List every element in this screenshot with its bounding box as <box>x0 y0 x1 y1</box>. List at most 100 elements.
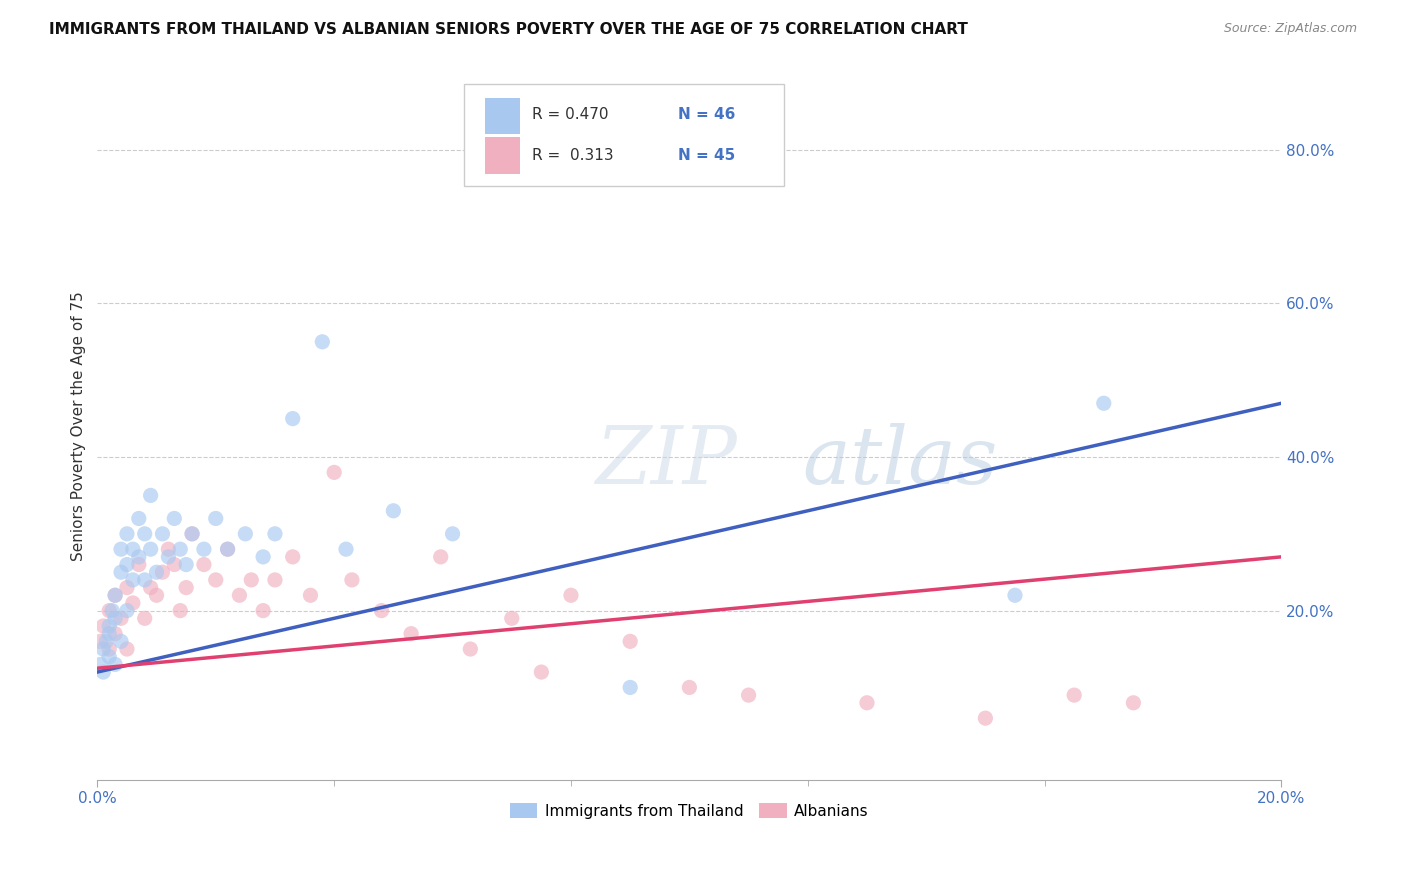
Point <box>104 611 127 625</box>
Point <box>115 526 138 541</box>
Text: ZIP: ZIP <box>595 423 737 500</box>
Point <box>115 558 138 572</box>
Point <box>335 542 357 557</box>
Point <box>252 604 274 618</box>
Text: N = 45: N = 45 <box>678 148 735 163</box>
Point <box>311 334 333 349</box>
Point <box>139 488 162 502</box>
Point <box>399 626 422 640</box>
Point <box>89 657 111 672</box>
Point <box>174 581 197 595</box>
FancyBboxPatch shape <box>485 137 520 174</box>
Point <box>104 588 127 602</box>
Point <box>163 511 186 525</box>
Point <box>240 573 263 587</box>
Point <box>370 604 392 618</box>
Point <box>115 604 138 618</box>
Point <box>104 588 127 602</box>
Point <box>98 604 121 618</box>
Point <box>217 542 239 557</box>
Point <box>501 611 523 625</box>
Point <box>460 642 482 657</box>
Point <box>139 542 162 557</box>
Point <box>560 588 582 602</box>
Point <box>91 642 114 657</box>
Point <box>856 696 879 710</box>
FancyBboxPatch shape <box>485 98 520 135</box>
Point <box>128 511 150 525</box>
Point <box>204 573 226 587</box>
Point <box>98 649 121 664</box>
Point <box>974 711 997 725</box>
Point <box>1004 588 1026 602</box>
Point <box>323 466 346 480</box>
Point <box>96 634 118 648</box>
Point <box>98 626 121 640</box>
Point <box>678 681 700 695</box>
Point <box>104 626 127 640</box>
Point <box>174 558 197 572</box>
Point <box>1122 696 1144 710</box>
Legend: Immigrants from Thailand, Albanians: Immigrants from Thailand, Albanians <box>503 797 875 825</box>
Point <box>145 588 167 602</box>
Point <box>228 588 250 602</box>
Point <box>264 526 287 541</box>
Point <box>157 542 180 557</box>
Point <box>163 558 186 572</box>
Point <box>91 665 114 679</box>
Point <box>128 549 150 564</box>
Point <box>429 549 451 564</box>
Point <box>145 566 167 580</box>
Text: N = 46: N = 46 <box>678 107 735 122</box>
Point <box>134 526 156 541</box>
Point <box>441 526 464 541</box>
Text: atlas: atlas <box>801 423 997 500</box>
Point <box>235 526 257 541</box>
Point <box>181 526 204 541</box>
Point <box>110 611 132 625</box>
Point <box>157 549 180 564</box>
Point <box>299 588 322 602</box>
Point <box>128 558 150 572</box>
Point <box>1092 396 1115 410</box>
Point <box>134 611 156 625</box>
Point <box>281 549 304 564</box>
Text: IMMIGRANTS FROM THAILAND VS ALBANIAN SENIORS POVERTY OVER THE AGE OF 75 CORRELAT: IMMIGRANTS FROM THAILAND VS ALBANIAN SEN… <box>49 22 969 37</box>
Point <box>110 634 132 648</box>
Y-axis label: Seniors Poverty Over the Age of 75: Seniors Poverty Over the Age of 75 <box>72 292 86 561</box>
Text: Source: ZipAtlas.com: Source: ZipAtlas.com <box>1223 22 1357 36</box>
Point <box>122 542 145 557</box>
Point <box>619 681 641 695</box>
Point <box>115 581 138 595</box>
Point <box>91 619 114 633</box>
Point <box>122 596 145 610</box>
Point <box>737 688 759 702</box>
Text: R =  0.313: R = 0.313 <box>531 148 613 163</box>
Point <box>152 566 174 580</box>
Point <box>193 558 215 572</box>
Point <box>110 566 132 580</box>
Point <box>204 511 226 525</box>
Point <box>98 619 121 633</box>
Point <box>340 573 363 587</box>
Point <box>152 526 174 541</box>
Point <box>104 657 127 672</box>
Point <box>193 542 215 557</box>
Point <box>1063 688 1085 702</box>
Point <box>98 642 121 657</box>
Point <box>264 573 287 587</box>
FancyBboxPatch shape <box>464 84 785 186</box>
Point <box>169 542 191 557</box>
Point <box>530 665 553 679</box>
Point <box>181 526 204 541</box>
Text: R = 0.470: R = 0.470 <box>531 107 609 122</box>
Point <box>122 573 145 587</box>
Point <box>110 542 132 557</box>
Point <box>281 411 304 425</box>
Point <box>139 581 162 595</box>
Point <box>101 604 124 618</box>
Point <box>382 504 405 518</box>
Point <box>89 634 111 648</box>
Point <box>252 549 274 564</box>
Point <box>169 604 191 618</box>
